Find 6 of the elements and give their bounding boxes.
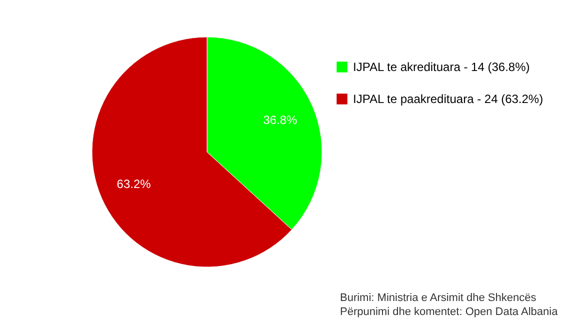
text: Përpunimi dhe komentet: Open Data Albania — [340, 306, 559, 318]
data-label: 63.2% — [116, 177, 152, 192]
text: Burimi: Ministria e Arsimit dhe Shkencës — [340, 292, 537, 304]
data-label: 36.8% — [263, 112, 298, 127]
legend-label: IJPAL te akredituara - 14 (36.8%) — [353, 60, 530, 74]
legend-label: IJPAL te paakredituara - 24 (63.2%) — [353, 92, 544, 106]
